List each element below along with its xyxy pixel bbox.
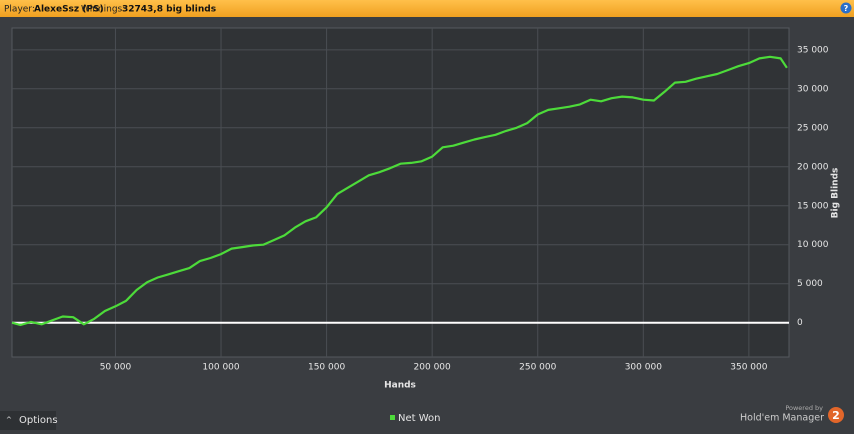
winnings-label: Winnings: <box>81 5 125 15</box>
y-tick-label: 10 000 <box>797 240 829 250</box>
powered-by: Powered by <box>785 404 823 412</box>
player-label: Player: <box>4 5 35 15</box>
y-tick-label: 5 000 <box>797 279 823 289</box>
winnings: 32743,8 big blinds <box>122 5 216 15</box>
help-button[interactable] <box>840 2 852 14</box>
x-tick-label: 300 000 <box>625 363 662 373</box>
y-tick-label: 30 000 <box>797 84 829 94</box>
x-tick-label: 150 000 <box>308 363 345 373</box>
y-axis-label: Big Blinds <box>831 168 841 219</box>
x-tick-label: 350 000 <box>730 363 767 373</box>
help-icon[interactable]: ? <box>844 4 849 13</box>
header-bar <box>0 0 854 17</box>
y-tick-label: 20 000 <box>797 162 829 172</box>
legend-label: Net Won <box>398 413 441 424</box>
x-tick-label: 250 000 <box>519 363 556 373</box>
options-label[interactable]: Options <box>19 415 58 426</box>
chart: 50 000 100 000 150 000 200 000 250 000 300 00… <box>11 28 829 373</box>
x-axis-label: Hands <box>384 381 416 391</box>
logo <box>828 407 844 423</box>
options-arrow[interactable]: ^ <box>6 416 12 424</box>
x-tick-label: 100 000 <box>202 363 239 373</box>
player: AlexeSsz (PS) <box>34 5 104 15</box>
legend-swatch <box>390 415 395 420</box>
plot-area <box>11 27 790 358</box>
product-name: Hold'em Manager <box>740 413 824 424</box>
y-tick-label: 0 <box>797 318 803 328</box>
x-tick-label: 50 000 <box>100 363 132 373</box>
y-tick-label: 35 000 <box>797 45 829 55</box>
logo-text: 2 <box>832 409 840 422</box>
y-tick-label: 25 000 <box>797 123 829 133</box>
x-tick-label: 200 000 <box>414 363 451 373</box>
options-button[interactable] <box>0 411 56 430</box>
series-line <box>11 55 788 327</box>
y-tick-label: 15 000 <box>797 201 829 211</box>
